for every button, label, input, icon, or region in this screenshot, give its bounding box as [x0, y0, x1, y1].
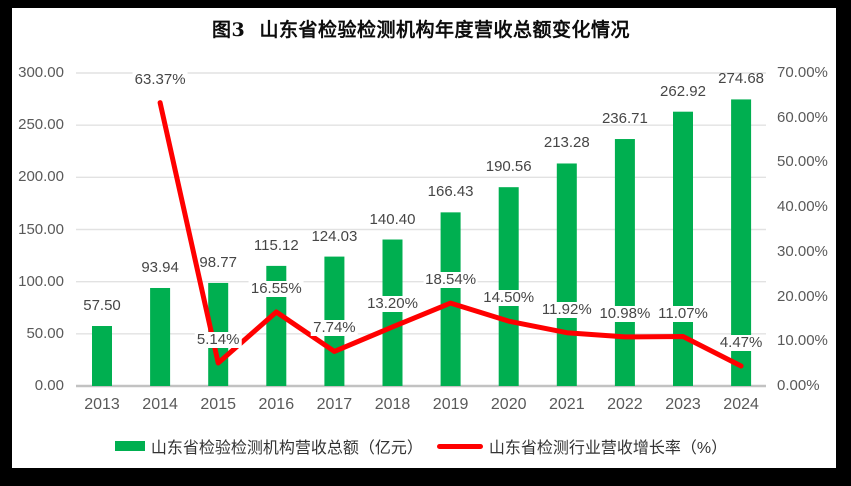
legend-bar-label: 山东省检验检测机构营收总额（亿元） — [150, 440, 423, 457]
legend-bar-swatch — [114, 441, 145, 451]
bar-2016 — [266, 265, 287, 386]
growth-rate-line — [157, 100, 744, 369]
chart-title: 图3 山东省检验检测机构年度营收总额变化情况 — [212, 19, 630, 41]
bar-2020 — [498, 187, 519, 386]
bar-2021 — [556, 163, 577, 386]
bar-2024 — [731, 99, 752, 386]
bar-2023 — [673, 111, 693, 386]
bar-2022 — [614, 139, 635, 386]
legend-line-swatch — [436, 443, 483, 449]
bar-2014 — [150, 287, 171, 386]
bar-2013 — [92, 326, 112, 386]
bar-2017 — [324, 256, 345, 386]
bar-2018 — [382, 239, 403, 386]
bar-2019 — [440, 212, 461, 386]
legend: 山东省检验检测机构营收总额（亿元） 山东省检测行业营收增长率（%） — [76, 436, 766, 457]
legend-line-label: 山东省检测行业营收增长率（%） — [488, 440, 728, 457]
